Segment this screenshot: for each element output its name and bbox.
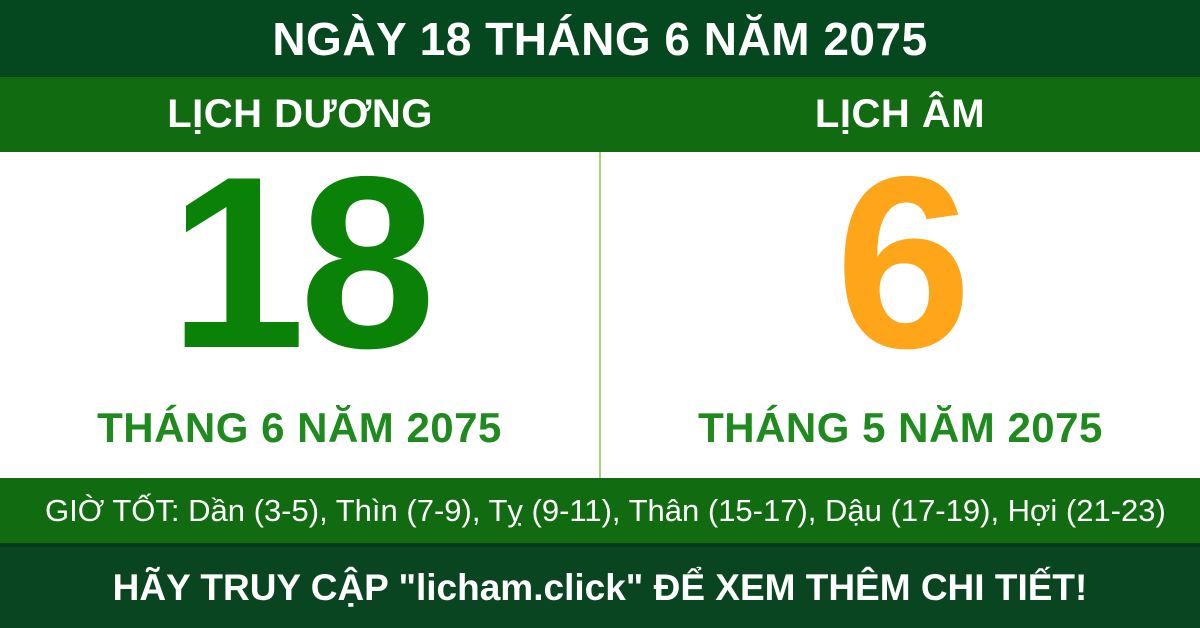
- lunar-calendar-header: LỊCH ÂM: [600, 77, 1200, 152]
- good-hours-bar: GIỜ TỐT: Dần (3-5), Thìn (7-9), Tỵ (9-11…: [0, 478, 1200, 543]
- footer-cta-text: HÃY TRUY CẬP "licham.click" ĐỂ XEM THÊM …: [112, 566, 1088, 608]
- solar-calendar-header: LỊCH DƯƠNG: [0, 77, 600, 152]
- date-title-banner: NGÀY 18 THÁNG 6 NĂM 2075: [0, 0, 1200, 77]
- lunar-day: 6: [835, 125, 971, 399]
- calendar-type-header: LỊCH DƯƠNG LỊCH ÂM: [0, 77, 1200, 152]
- lunar-panel: 6 THÁNG 5 NĂM 2075: [601, 125, 1200, 478]
- good-hours-text: GIỜ TỐT: Dần (3-5), Thìn (7-9), Tỵ (9-11…: [45, 492, 1166, 528]
- lunar-calendar-label: LỊCH ÂM: [814, 92, 986, 136]
- solar-day: 18: [169, 125, 436, 399]
- panel-divider: [599, 152, 601, 478]
- footer-banner: HÃY TRUY CẬP "licham.click" ĐỂ XEM THÊM …: [0, 543, 1200, 628]
- solar-panel: 18 THÁNG 6 NĂM 2075: [0, 125, 599, 478]
- lunar-month-year: THÁNG 5 NĂM 2075: [698, 404, 1103, 451]
- solar-month-year: THÁNG 6 NĂM 2075: [97, 404, 502, 451]
- solar-calendar-label: LỊCH DƯƠNG: [167, 92, 433, 136]
- date-title: NGÀY 18 THÁNG 6 NĂM 2075: [272, 12, 928, 65]
- calendar-panels: 18 THÁNG 6 NĂM 2075 6 THÁNG 5 NĂM 2075: [0, 125, 1200, 478]
